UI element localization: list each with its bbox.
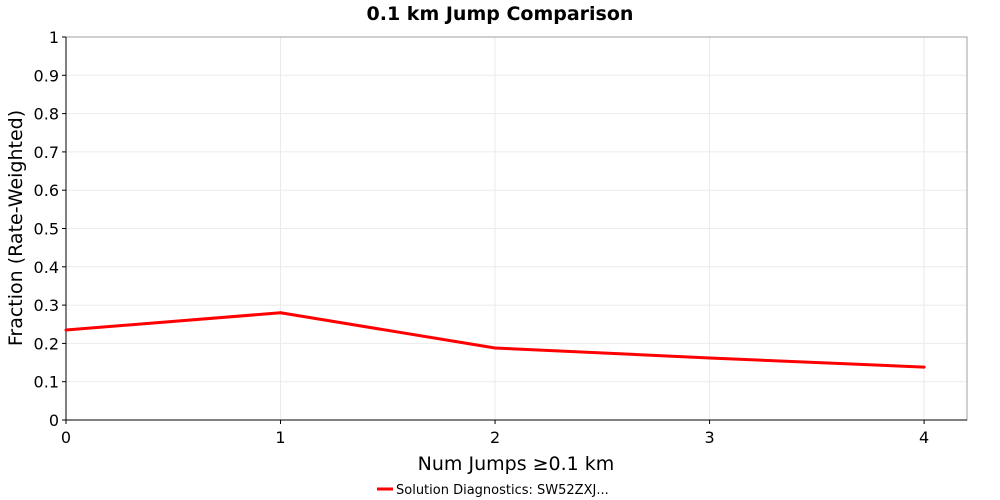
x-axis-label: Num Jumps ≥0.1 km <box>418 453 615 475</box>
y-tick-label: 0.2 <box>34 334 59 353</box>
x-tick-label: 4 <box>919 428 929 447</box>
data-point <box>922 365 926 369</box>
y-tick-label: 0.4 <box>34 258 59 277</box>
x-tick-label: 1 <box>275 428 285 447</box>
y-tick-label: 0.5 <box>34 220 59 239</box>
y-tick-label: 0.6 <box>34 181 59 200</box>
data-point <box>64 328 68 332</box>
y-tick-label: 1 <box>49 28 59 47</box>
chart-title: 0.1 km Jump Comparison <box>367 3 634 25</box>
y-tick-label: 0 <box>49 411 59 430</box>
y-tick-label: 0.9 <box>34 66 59 85</box>
y-tick-label: 0.1 <box>34 373 59 392</box>
x-tick-label: 2 <box>490 428 500 447</box>
y-tick-label: 0.3 <box>34 296 59 315</box>
y-axis-label: Fraction (Rate-Weighted) <box>5 110 27 346</box>
axes <box>62 36 967 424</box>
data-point <box>279 311 283 315</box>
data-point <box>493 346 497 350</box>
tick-labels: 0 1 2 3 4 0 0.1 0.2 0.3 0.4 0.5 0.6 0.7 0.8 0.9 1 <box>34 28 930 447</box>
y-tick-label: 0.7 <box>34 143 59 162</box>
legend: Solution Diagnostics: SW52ZXJ... <box>377 483 609 498</box>
x-tick-label: 0 <box>61 428 71 447</box>
data-point <box>708 356 712 360</box>
x-tick-label: 3 <box>704 428 714 447</box>
series-lines <box>64 311 926 369</box>
y-tick-label: 0.8 <box>34 105 59 124</box>
legend-label: Solution Diagnostics: SW52ZXJ... <box>396 483 609 498</box>
